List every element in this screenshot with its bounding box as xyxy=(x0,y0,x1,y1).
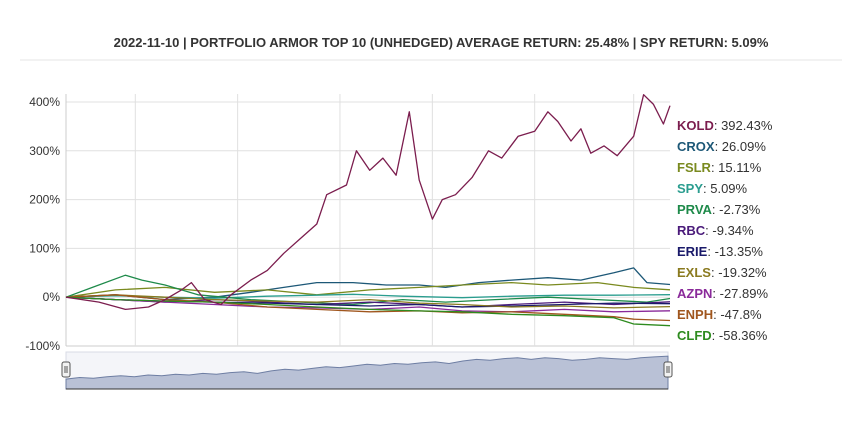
legend-series-name: ERIE xyxy=(677,244,708,259)
legend-series-name: KOLD xyxy=(677,118,714,133)
legend-entry-clfd: CLFD: -58.36% xyxy=(677,328,768,343)
legend-series-name: FSLR xyxy=(677,160,712,175)
legend-series-value: : -47.8% xyxy=(713,307,762,322)
legend-series-value: : -27.89% xyxy=(712,286,768,301)
legend-series-value: : -19.32% xyxy=(711,265,767,280)
y-tick-label: 0% xyxy=(43,290,61,304)
legend-entry-fslr: FSLR: 15.11% xyxy=(677,160,762,175)
legend-entry-azpn: AZPN: -27.89% xyxy=(677,286,768,301)
legend-series-name: RBC xyxy=(677,223,706,238)
series-line-enph xyxy=(65,294,671,322)
series-line-clfd xyxy=(65,296,671,327)
navigator-right-handle[interactable] xyxy=(663,361,673,378)
legend-entry-exls: EXLS: -19.32% xyxy=(677,265,767,280)
legend-entry-rbc: RBC: -9.34% xyxy=(677,223,754,238)
series-lines xyxy=(65,94,671,327)
chart-title: 2022-11-10 | PORTFOLIO ARMOR TOP 10 (UNH… xyxy=(114,35,769,50)
y-tick-label: -100% xyxy=(25,339,60,353)
legend-series-name: SPY xyxy=(677,181,703,196)
series-line-crox xyxy=(65,267,671,301)
y-tick-label: 200% xyxy=(29,193,60,207)
navigator[interactable] xyxy=(61,351,673,390)
grid xyxy=(65,94,670,347)
navigator-area xyxy=(65,355,669,390)
legend-series-value: : -58.36% xyxy=(712,328,768,343)
legend-entry-enph: ENPH: -47.8% xyxy=(677,307,762,322)
legend-entry-spy: SPY: 5.09% xyxy=(677,181,748,196)
legend-entry-kold: KOLD: 392.43% xyxy=(677,118,773,133)
legend-series-value: : -9.34% xyxy=(705,223,754,238)
legend-series-value: : -2.73% xyxy=(712,202,761,217)
series-line-prva xyxy=(65,274,671,306)
legend-series-name: PRVA xyxy=(677,202,713,217)
legend-series-value: : 26.09% xyxy=(715,139,767,154)
series-line-exls xyxy=(65,294,671,309)
legend-entry-prva: PRVA: -2.73% xyxy=(677,202,761,217)
legend-series-name: CLFD xyxy=(677,328,712,343)
y-tick-label: 400% xyxy=(29,95,60,109)
legend-entry-crox: CROX: 26.09% xyxy=(677,139,766,154)
y-tick-label: 100% xyxy=(29,241,60,255)
series-line-fslr xyxy=(65,281,671,298)
legend-series-value: : 392.43% xyxy=(714,118,773,133)
legend-series-name: ENPH xyxy=(677,307,713,322)
y-axis: 400% 300% 200% 100% 0% -100% xyxy=(25,95,60,353)
legend-series-name: CROX xyxy=(677,139,715,154)
legend-series-value: : 15.11% xyxy=(711,160,762,175)
legend-series-value: : -13.35% xyxy=(707,244,763,259)
legend-series-name: EXLS xyxy=(677,265,711,280)
navigator-left-handle[interactable] xyxy=(61,361,71,378)
series-line-kold xyxy=(65,94,671,311)
legend: KOLD: 392.43%CROX: 26.09%FSLR: 15.11%SPY… xyxy=(677,118,773,343)
legend-entry-erie: ERIE: -13.35% xyxy=(677,244,763,259)
legend-series-value: : 5.09% xyxy=(703,181,748,196)
legend-series-name: AZPN xyxy=(677,286,712,301)
y-tick-label: 300% xyxy=(29,144,60,158)
